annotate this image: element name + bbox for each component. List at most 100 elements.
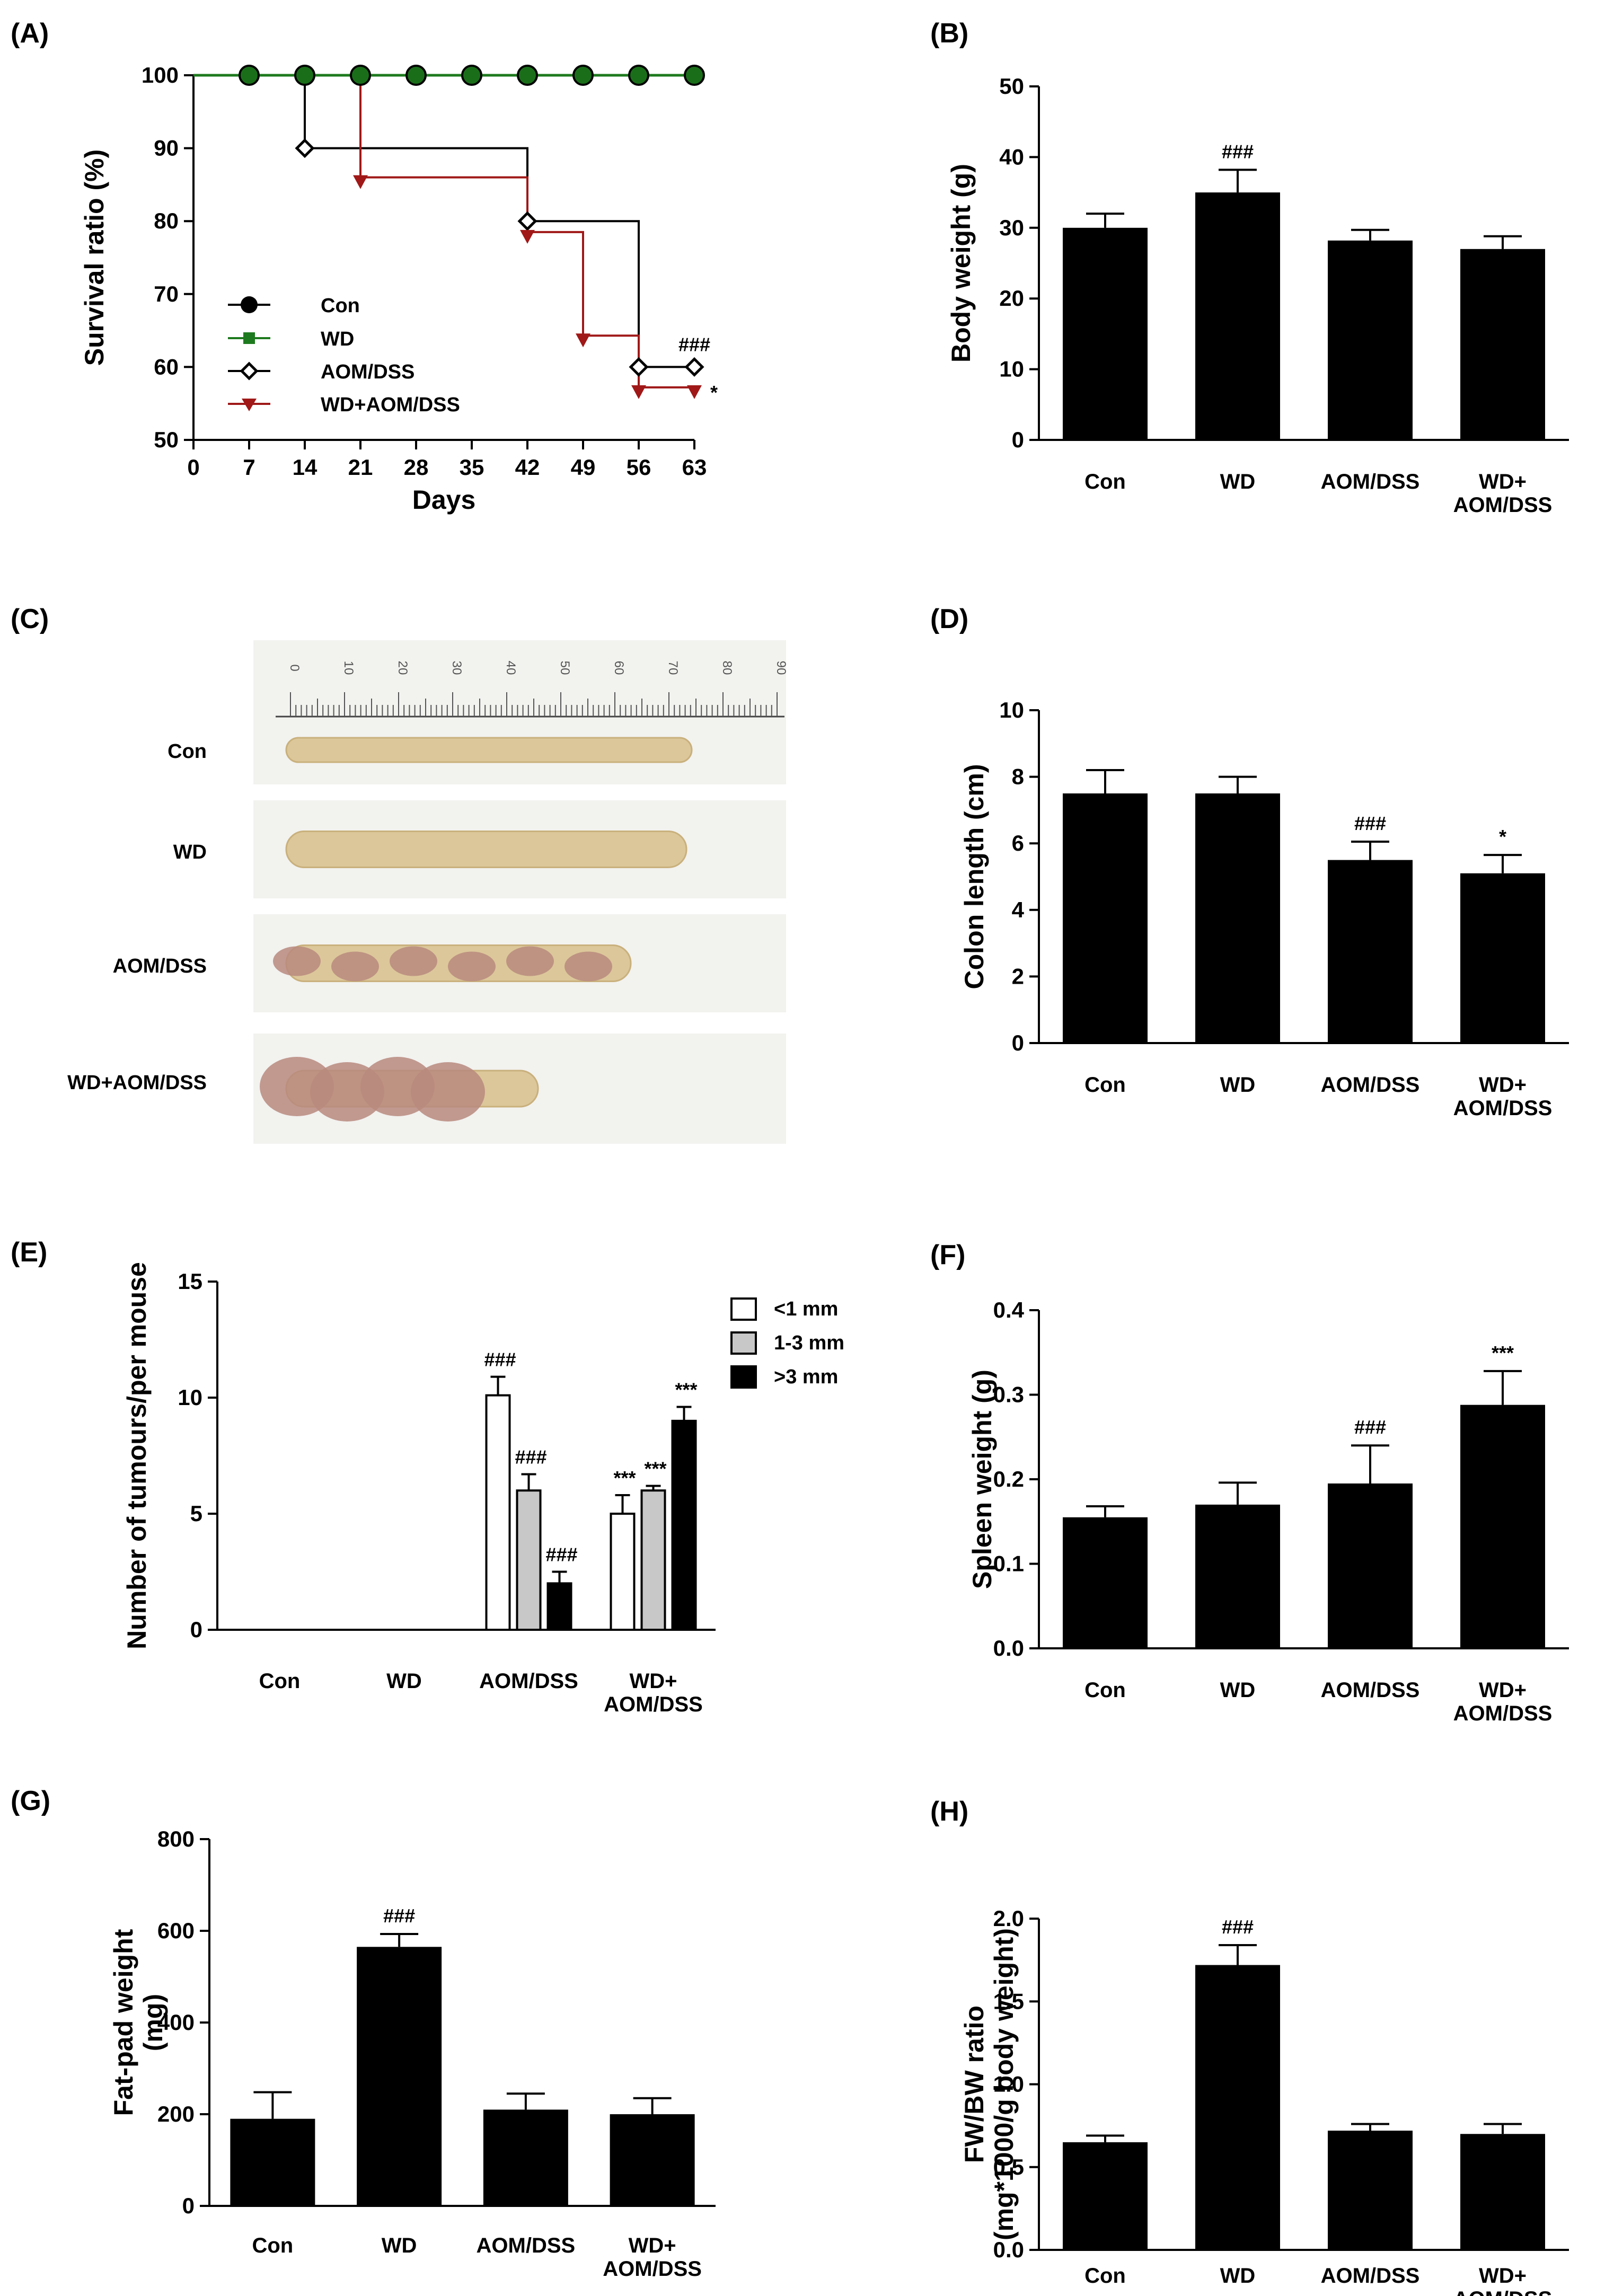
legend-marker (241, 296, 258, 313)
y-tick-label: 70 (154, 281, 179, 306)
significance-mark: ### (1354, 813, 1386, 834)
y-tick-label: 15 (178, 1269, 202, 1294)
colon-specimen (285, 831, 687, 868)
category-label-line: AOM/DSS (479, 1670, 578, 1693)
legend-label: WD+AOM/DSS (321, 394, 460, 416)
significance-mark: *** (644, 1458, 666, 1479)
bar-chart-B: 0 10 20 30 40 50 Body weight (g) Con ### WD AOM/DS… (946, 74, 1569, 517)
category-label: AOM/DSS (477, 2234, 576, 2257)
y-tick-label: 200 (157, 2101, 195, 2126)
y-tick-label: 5 (190, 1501, 202, 1526)
y-tick-label: 0.0 (993, 1636, 1024, 1661)
category-label-line: Con (1084, 470, 1126, 493)
category-label-line: WD+ (1479, 1679, 1527, 1702)
panel-label: (G) (11, 1786, 50, 1816)
ruler-label: 90 (774, 661, 788, 675)
category-label-line: AOM/DSS (1321, 470, 1420, 493)
bar (1328, 1483, 1413, 1648)
y-axis-title: (mg*1000/g body weight) (989, 1928, 1019, 2240)
data-point (628, 65, 649, 86)
y-axis-title: Body weight (g) (946, 164, 976, 363)
y-axis-title: Colon length (cm) (959, 764, 989, 990)
category-label: AOM/DSS (1321, 2264, 1420, 2288)
significance-mark: *** (675, 1379, 697, 1401)
y-axis-title: Fat-pad weight (109, 1929, 138, 2116)
data-point (350, 65, 371, 86)
category-label-line: WD (382, 2234, 417, 2257)
tumour-nodule (390, 946, 437, 976)
bar (1460, 873, 1545, 1043)
ruler-label: 80 (720, 661, 734, 675)
y-tick-label: 20 (999, 286, 1024, 311)
category-label: WD+AOM/DSS (1453, 2264, 1553, 2296)
bar (1063, 227, 1148, 440)
bar (357, 1947, 442, 2206)
x-axis-title: Days (412, 485, 476, 515)
category-label-line: WD (1220, 2264, 1256, 2288)
category-label: WD+AOM/DSS (604, 1670, 703, 1716)
y-tick-label: 800 (157, 1826, 195, 1851)
bar (546, 1582, 572, 1631)
ruler: 0 10 20 30 40 50 60 70 80 90 (276, 661, 788, 718)
category-label-line: Con (1084, 2264, 1126, 2288)
significance-mark: ### (515, 1446, 546, 1468)
category-label-line: AOM/DSS (603, 2257, 702, 2281)
bar (485, 1394, 511, 1631)
legend-swatch (730, 1365, 757, 1389)
y-tick-label: 0 (190, 1617, 202, 1642)
category-label-line: WD (1220, 1679, 1256, 1702)
significance-mark: ### (545, 1544, 577, 1566)
category-label: WD+AOM/DSS (1453, 1679, 1553, 1725)
panel-label: (B) (930, 18, 968, 49)
bar (1328, 240, 1413, 440)
significance-mark: *** (1492, 1342, 1514, 1364)
ruler-label: 60 (612, 661, 626, 675)
bar (1063, 793, 1148, 1043)
x-tick-label: 42 (515, 455, 540, 480)
category-label: WD (1220, 2264, 1256, 2288)
y-tick-label: 60 (154, 354, 179, 379)
category-label: WD (1220, 1679, 1256, 1702)
category-label-line: AOM/DSS (1321, 1679, 1420, 1702)
x-tick-label: 21 (348, 455, 373, 480)
x-tick-label: 35 (460, 455, 484, 480)
ruler-label: 0 (287, 664, 302, 671)
bar-chart-G: 0 200 400 600 800 Fat-pad weight (mg) Con ### WD A… (109, 1826, 716, 2281)
category-label: Con (1084, 2264, 1126, 2288)
category-label: AOM/DSS (1321, 1679, 1420, 1702)
significance-mark: ### (484, 1349, 516, 1371)
bar (1460, 2134, 1545, 2250)
data-point (405, 65, 427, 86)
data-point (353, 175, 368, 189)
ruler-label: 40 (504, 661, 518, 675)
y-tick-label: 0.2 (993, 1467, 1024, 1491)
category-label-line: AOM/DSS (477, 2234, 576, 2257)
data-point (295, 138, 315, 158)
data-point (294, 65, 315, 86)
data-point (517, 65, 538, 86)
photo-row-label: AOM/DSS (113, 955, 207, 977)
colon-photo-panel: Con WD AOM/DSS WD+AOM/DSS 0 10 20 30 40 50 60 70 80 9… (67, 640, 788, 1144)
y-tick-label: 80 (154, 208, 179, 233)
panel-label: (F) (930, 1240, 965, 1270)
category-label-line: AOM/DSS (1453, 1097, 1553, 1120)
x-tick-label: 49 (571, 455, 596, 480)
category-label-line: Con (252, 2234, 293, 2257)
y-tick-label: 0.3 (993, 1382, 1024, 1407)
tumour-nodule (331, 951, 379, 982)
category-label: Con (1084, 470, 1126, 493)
y-tick-label: 100 (142, 63, 179, 87)
legend-label: WD (321, 328, 354, 350)
photo-row-label: WD+AOM/DSS (67, 1072, 207, 1094)
y-tick-label: 1.5 (993, 1989, 1024, 2014)
y-tick-label: 400 (157, 2010, 195, 2035)
data-point (684, 357, 704, 377)
y-tick-label: 0 (1012, 427, 1024, 452)
significance-mark: * (1499, 826, 1506, 847)
category-label: AOM/DSS (1321, 1073, 1420, 1097)
panel-label: (C) (11, 604, 49, 634)
data-point (520, 229, 535, 244)
category-label: Con (252, 2234, 293, 2257)
y-tick-label: 0.1 (993, 1551, 1024, 1576)
y-tick-label: 10 (178, 1385, 202, 1410)
